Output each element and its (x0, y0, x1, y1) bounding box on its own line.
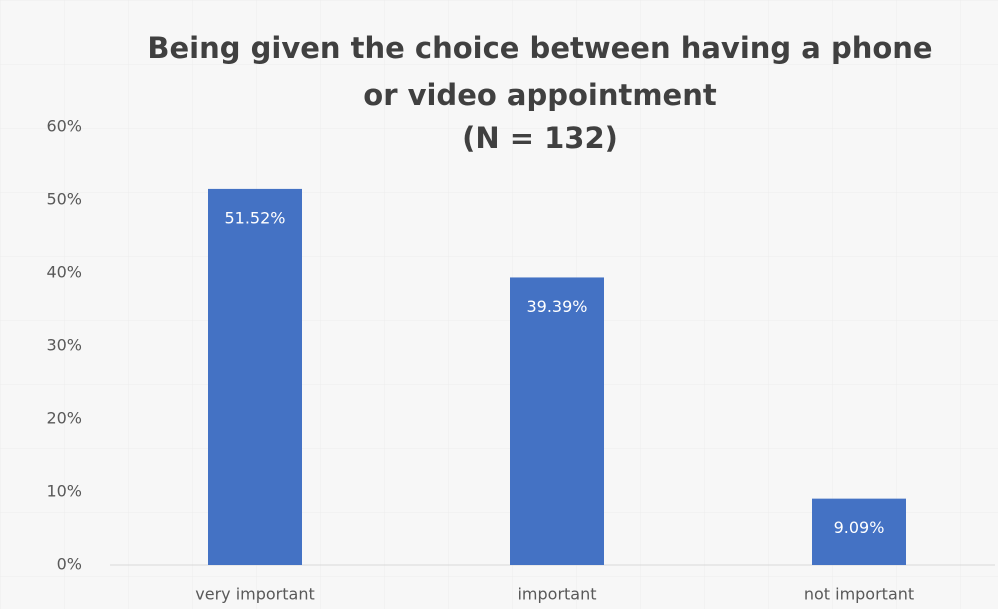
x-tick-label: very important (195, 585, 315, 604)
y-tick-label: 20% (46, 409, 82, 428)
y-tick-label: 40% (46, 263, 82, 282)
y-tick-label: 60% (46, 117, 82, 136)
chart-title: Being given the choice between having a … (147, 31, 932, 65)
data-label: 9.09% (834, 518, 885, 537)
bar (208, 188, 302, 566)
x-tick-label: not important (804, 585, 914, 604)
y-tick-label: 30% (46, 336, 82, 355)
data-label: 39.39% (526, 297, 587, 316)
y-tick-label: 50% (46, 190, 82, 209)
y-tick-label: 0% (57, 555, 82, 574)
chart-title: (N = 132) (462, 121, 618, 155)
bar (812, 498, 906, 565)
x-tick-label: important (517, 585, 596, 604)
data-label: 51.52% (224, 208, 285, 227)
chart-title: or video appointment (363, 78, 717, 112)
bar (510, 277, 604, 565)
y-tick-label: 10% (46, 482, 82, 501)
